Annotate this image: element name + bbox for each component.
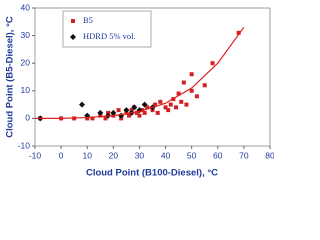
x-tick-label: 50 <box>187 150 197 160</box>
x-tick-label: -10 <box>29 150 42 160</box>
point <box>155 110 160 115</box>
point <box>176 91 181 96</box>
point <box>97 109 104 116</box>
point <box>127 113 131 118</box>
x-tick-label: 60 <box>213 150 223 160</box>
chart: Cloud Point (B100-Diesel), °C Cloud Poin… <box>5 2 274 179</box>
legend-label: HDRD 5% vol. <box>83 31 136 41</box>
point <box>70 34 76 40</box>
x-tick-label: 30 <box>135 150 145 160</box>
x-tick-label: 20 <box>109 150 119 160</box>
point <box>123 107 130 114</box>
point <box>166 108 171 113</box>
y-tick-label: 10 <box>21 85 31 95</box>
fit-line <box>35 26 245 120</box>
point <box>134 110 139 115</box>
legend-box <box>62 10 152 48</box>
point <box>116 108 121 113</box>
x-tick-label: 70 <box>239 150 249 160</box>
point <box>179 99 184 104</box>
y-tick-label: 40 <box>21 2 31 12</box>
x-axis-title: Cloud Point (B100-Diesel), °C <box>86 168 218 179</box>
point <box>181 80 186 85</box>
y-tick-label: 30 <box>21 30 31 40</box>
point <box>141 101 148 108</box>
point <box>90 116 95 121</box>
point <box>71 19 75 23</box>
point <box>210 61 215 66</box>
point <box>79 101 85 108</box>
y-axis-title: Cloud Point (B5-Diesel), °C <box>5 16 16 138</box>
point <box>145 105 150 110</box>
point <box>189 72 194 77</box>
x-tick-label: 40 <box>161 150 171 160</box>
point <box>110 109 117 116</box>
point <box>103 116 108 121</box>
point <box>153 102 158 107</box>
point <box>202 83 207 88</box>
point <box>189 88 194 93</box>
x-tick-label: 0 <box>59 150 64 160</box>
point <box>163 105 168 110</box>
point <box>194 94 199 99</box>
x-tick-label: 80 <box>265 150 274 160</box>
point <box>184 102 189 107</box>
y-tick-label: -10 <box>18 140 31 150</box>
point <box>158 99 163 104</box>
y-tick-label: 20 <box>21 57 31 67</box>
point <box>131 104 138 111</box>
legend-label: B5 <box>83 15 93 25</box>
y-tick-label: 0 <box>25 113 30 123</box>
point <box>236 30 241 35</box>
point <box>174 105 178 110</box>
x-tick-label: 10 <box>82 150 92 160</box>
point <box>137 113 142 118</box>
point <box>142 110 147 115</box>
point <box>168 102 173 107</box>
